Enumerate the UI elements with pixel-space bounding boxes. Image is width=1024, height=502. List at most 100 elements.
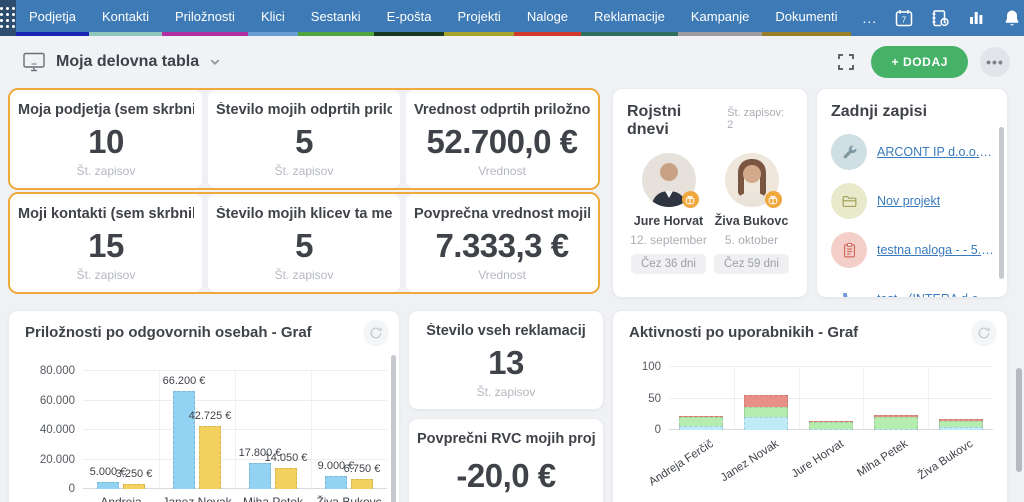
fullscreen-icon[interactable] bbox=[833, 49, 859, 75]
stats-icon[interactable] bbox=[961, 3, 991, 33]
birthdays-title: Rojstni dnevi bbox=[627, 103, 682, 138]
stack-segment-jure-horvat-sestanki[interactable] bbox=[809, 422, 853, 430]
recent-record-item[interactable]: test - (INTERA d.o.o.) bbox=[831, 281, 995, 297]
kpi-card-moji-kontakti-sem-skrbnik[interactable]: Moji kontakti (sem skrbnik) 15 Št. zapisov bbox=[10, 194, 202, 292]
recent-record-link[interactable]: ARCONT IP d.o.o. - poš... bbox=[877, 145, 995, 159]
nav-item-klici[interactable]: Klici bbox=[247, 0, 298, 36]
clipboard-icon bbox=[831, 232, 867, 268]
nav-item-podjetja[interactable]: Podjetja bbox=[16, 0, 89, 36]
stack-segment-iva-bukovc-naloge[interactable] bbox=[938, 419, 983, 421]
bar-andreja-fer-i-vrednost-1[interactable] bbox=[97, 481, 119, 489]
y-axis-tick: 100 bbox=[641, 361, 661, 373]
x-axis-label: Miha Petek bbox=[242, 495, 304, 502]
kpi-card-moja-podjetja-sem-skrbnik[interactable]: Moja podjetja (sem skrbnik) 10 Št. zapisov bbox=[10, 90, 202, 188]
calendar-icon[interactable]: 7 bbox=[889, 3, 919, 33]
stack-segment-jure-horvat-klici[interactable] bbox=[809, 429, 853, 430]
refresh-icon[interactable] bbox=[363, 320, 389, 346]
nav-item-dokumenti[interactable]: Dokumenti bbox=[762, 0, 851, 36]
bar-iva-bukovc-vrednost-1[interactable] bbox=[325, 475, 347, 489]
nav-item-kontakti[interactable]: Kontakti bbox=[88, 0, 162, 36]
kpi-value: 10 bbox=[88, 122, 124, 160]
nav-item-projekti[interactable]: Projekti bbox=[444, 0, 514, 36]
recent-record-item[interactable]: testna naloga - - 5.8.20... bbox=[831, 232, 995, 268]
apps-menu-button[interactable] bbox=[0, 0, 16, 36]
nav-item-label: Dokumenti bbox=[775, 8, 838, 24]
notifications-bell-icon[interactable] bbox=[997, 3, 1024, 33]
recent-record-link[interactable]: Nov projekt bbox=[877, 194, 941, 208]
bar-andreja-fer-i-vrednost-2[interactable] bbox=[123, 484, 145, 489]
kpi-title: Moja podjetja (sem skrbnik) bbox=[18, 102, 194, 118]
add-button[interactable]: + DODAJ bbox=[871, 46, 968, 78]
kpi-card-tevilo-mojih-odprtih-prilo[interactable]: Število mojih odprtih prilož... 5 Št. zapi… bbox=[208, 90, 400, 188]
person-name: Živa Bukovc bbox=[714, 214, 789, 228]
x-axis-label: Andreja Ferčič bbox=[100, 495, 142, 502]
x-axis-label: Jure Horvat bbox=[789, 438, 846, 481]
nav-item-e-po-ta[interactable]: E-pošta bbox=[373, 0, 445, 36]
person-birthday-date: 12. september bbox=[630, 233, 707, 247]
bar-value-label: 14.050 € bbox=[264, 452, 308, 465]
dashboard-monitor-icon bbox=[23, 52, 45, 72]
birthday-person-jure-horvat[interactable]: Jure Horvat 12. september Čez 36 dni bbox=[627, 153, 710, 274]
person-birthday-date: 5. oktober bbox=[724, 233, 779, 247]
nav-item-kampanje[interactable]: Kampanje bbox=[677, 0, 763, 36]
dashboard-toolbar: Moja delovna tabla + DODAJ ••• bbox=[0, 36, 1024, 88]
bar-janez-novak-vrednost-2[interactable] bbox=[199, 425, 221, 489]
stack-segment-janez-novak-klici[interactable] bbox=[744, 417, 789, 430]
stack-segment-andreja-fer-i-sestanki[interactable] bbox=[679, 416, 724, 427]
refresh-icon[interactable] bbox=[971, 320, 997, 346]
card-scrollbar[interactable] bbox=[391, 355, 396, 502]
stack-segment-miha-petek-klici[interactable] bbox=[873, 428, 918, 430]
x-axis-label: Janez Novak bbox=[718, 438, 781, 485]
stack-segment-janez-novak-sestanki[interactable] bbox=[744, 406, 789, 418]
bar-janez-novak-vrednost-1[interactable] bbox=[173, 391, 195, 489]
nav-item-reklamacije[interactable]: Reklamacije bbox=[581, 0, 678, 36]
dashboard-selector[interactable]: Moja delovna tabla bbox=[22, 51, 221, 73]
stack-segment-miha-petek-sestanki[interactable] bbox=[873, 416, 918, 429]
y-axis-tick: 50 bbox=[648, 392, 661, 405]
kpi-card-vrednost-odprtih-prilo-nosti[interactable]: Vrednost odprtih priložnosti 52.700,0 € Vr… bbox=[406, 90, 598, 188]
kpi-row-2: Moji kontakti (sem skrbnik) 15 Št. zapisov… bbox=[8, 192, 600, 294]
opportunities-chart-card: Priložnosti po odgovornih osebah - Graf … bbox=[8, 310, 400, 502]
x-axis-labels: Andreja Ferčič Janez Novak Miha Petek Živa … bbox=[83, 495, 387, 502]
gridline bbox=[863, 367, 865, 430]
birthday-person-iva-bukovc[interactable]: Živa Bukovc 5. oktober Čez 59 dni bbox=[710, 153, 793, 274]
stack-segment-andreja-fer-i-klici[interactable] bbox=[679, 426, 724, 430]
kpi-title: Vrednost odprtih priložnosti bbox=[414, 102, 590, 118]
bar-miha-petek-vrednost-2[interactable] bbox=[275, 468, 297, 489]
recent-record-link[interactable]: test - (INTERA d.o.o.) bbox=[877, 292, 995, 297]
stack-segment-iva-bukovc-sestanki[interactable] bbox=[938, 420, 983, 428]
nav-more-button[interactable]: ... bbox=[862, 10, 878, 26]
stack-segment-janez-novak-naloge[interactable] bbox=[744, 395, 789, 407]
average-rvc-card: Povprečni RVC mojih proje... -20,0 € Tre… bbox=[408, 418, 604, 502]
folder-icon bbox=[831, 183, 867, 219]
gridline bbox=[669, 366, 993, 367]
gridline bbox=[235, 371, 236, 489]
stack-segment-iva-bukovc-klici[interactable] bbox=[938, 427, 983, 430]
stack-segment-miha-petek-naloge[interactable] bbox=[873, 414, 918, 417]
nav-item-sestanki[interactable]: Sestanki bbox=[297, 0, 374, 36]
stack-segment-andreja-fer-i-naloge[interactable] bbox=[679, 415, 724, 417]
kpi-caption: Vrednost bbox=[478, 268, 526, 282]
kpi-title: Število mojih odprtih prilož... bbox=[216, 102, 392, 118]
kpi-card-tevilo-mojih-klicev-ta-mesec[interactable]: Število mojih klicev ta mesec 5 Št. zapiso… bbox=[208, 194, 400, 292]
recent-record-item[interactable]: ARCONT IP d.o.o. - poš... bbox=[831, 134, 995, 170]
gridline bbox=[669, 397, 993, 399]
x-axis-label: Živa Bukovc bbox=[916, 438, 976, 483]
page-scrollbar[interactable] bbox=[1016, 368, 1022, 472]
contacts-book-icon[interactable] bbox=[925, 3, 955, 33]
recent-record-link[interactable]: testna naloga - - 5.8.20... bbox=[877, 243, 995, 257]
more-options-button[interactable]: ••• bbox=[980, 47, 1010, 77]
x-axis-line bbox=[83, 488, 387, 489]
card-scrollbar[interactable] bbox=[999, 127, 1004, 279]
nav-item-prilo-nosti[interactable]: Priložnosti bbox=[161, 0, 248, 36]
kpi-card-povpre-na-vrednost-mojih[interactable]: Povprečna vrednost mojih ... 7.333,3 € Vre… bbox=[406, 194, 598, 292]
bar-iva-bukovc-vrednost-2[interactable] bbox=[351, 479, 373, 489]
nav-item-label: Podjetja bbox=[29, 8, 76, 24]
stack-segment-jure-horvat-naloge[interactable] bbox=[809, 421, 853, 423]
nav-item-naloge[interactable]: Naloge bbox=[513, 0, 582, 36]
recent-record-item[interactable]: Nov projekt bbox=[831, 183, 995, 219]
nav-item-label: Projekti bbox=[457, 8, 501, 24]
chart-title: Aktivnosti po uporabnikih - Graf bbox=[629, 324, 859, 341]
nav-item-label: Kampanje bbox=[690, 8, 750, 24]
bar-miha-petek-vrednost-1[interactable] bbox=[249, 462, 271, 489]
